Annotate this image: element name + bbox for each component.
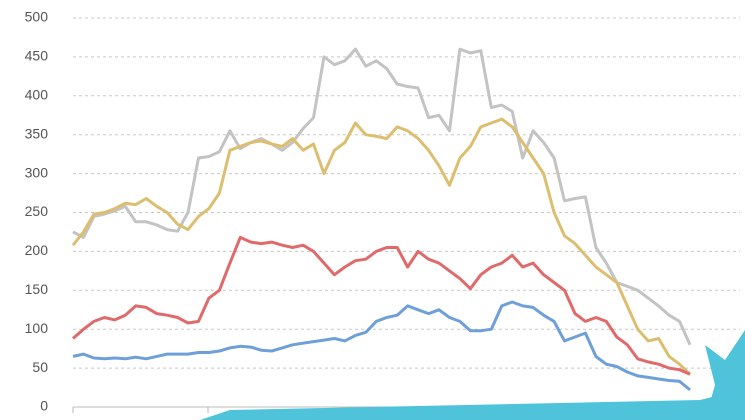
y-tick-label: 500 [25, 9, 49, 25]
decoration [705, 330, 745, 420]
series-line [73, 49, 690, 345]
y-tick-label: 450 [25, 48, 49, 64]
y-tick-label: 150 [25, 281, 49, 297]
y-tick-label: 300 [25, 164, 49, 180]
y-tick-label: 200 [25, 242, 49, 258]
y-tick-label: 0 [40, 398, 48, 414]
decoration [200, 380, 745, 420]
y-tick-label: 250 [25, 203, 49, 219]
y-tick-label: 100 [25, 320, 49, 336]
y-tick-label: 350 [25, 125, 49, 141]
chart: 0 50 100 150 200 250 300 350 400 450 500 [0, 0, 745, 420]
y-tick-label: 50 [32, 359, 48, 375]
series-line [73, 119, 690, 374]
y-tick-label: 400 [25, 87, 49, 103]
